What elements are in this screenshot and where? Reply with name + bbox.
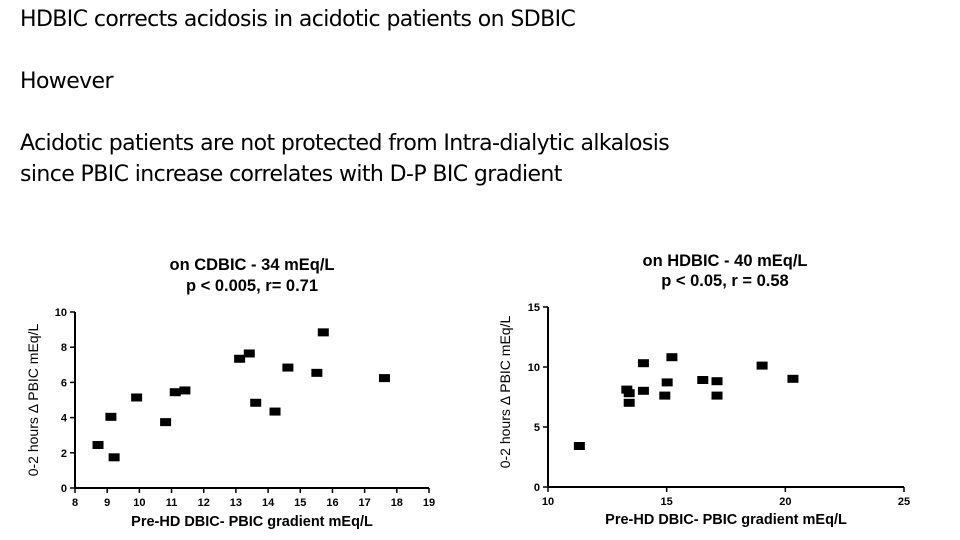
y-axis-label: 0-2 hours Δ PBIC mEq/L [497, 316, 513, 469]
x-tick-label: 20 [779, 496, 791, 508]
slide-line-1: HDBIC corrects acidosis in acidotic pati… [20, 7, 576, 32]
y-tick-label: 10 [528, 362, 540, 374]
data-point [711, 391, 723, 400]
y-tick-label: 2 [61, 448, 67, 460]
data-point [787, 374, 799, 383]
slide-line-4: since PBIC increase correlates with D-P … [20, 162, 562, 187]
data-point [269, 407, 281, 416]
y-tick-label: 0 [61, 483, 67, 495]
data-point [92, 441, 104, 449]
data-point [282, 363, 294, 372]
slide-line-2: However [20, 69, 114, 94]
y-tick-label: 15 [528, 302, 540, 314]
data-point [573, 442, 585, 450]
y-tick-label: 4 [61, 413, 68, 425]
data-point [697, 376, 709, 384]
data-point [105, 412, 117, 421]
x-tick-label: 10 [542, 496, 554, 508]
chart-subtitle: p < 0.05, r = 0.58 [661, 272, 789, 290]
data-point [637, 386, 649, 395]
data-point [666, 353, 678, 362]
x-axis-label: Pre-HD DBIC- PBIC gradient mEq/L [131, 514, 373, 530]
x-tick-label: 9 [104, 497, 110, 509]
x-tick-label: 15 [661, 496, 673, 508]
x-tick-label: 25 [898, 496, 910, 508]
x-tick-label: 17 [359, 497, 371, 509]
y-tick-label: 0 [534, 482, 540, 494]
chart-title: on HDBIC - 40 mEq/L [642, 252, 807, 270]
data-point [637, 359, 649, 368]
x-tick-label: 13 [230, 497, 242, 509]
x-tick-label: 12 [198, 497, 210, 509]
x-axis-label: Pre-HD DBIC- PBIC gradient mEq/L [605, 512, 847, 528]
data-point [108, 453, 120, 462]
data-point [250, 398, 262, 407]
data-point [378, 374, 390, 383]
y-tick-label: 8 [61, 342, 67, 354]
y-tick-label: 6 [61, 377, 67, 389]
x-tick-label: 11 [166, 497, 178, 509]
data-point [623, 389, 635, 398]
chart-title: on CDBIC - 34 mEq/L [169, 256, 334, 274]
x-tick-label: 19 [423, 497, 435, 509]
data-point [160, 418, 172, 427]
slide-text: HDBIC corrects acidosis in acidotic pati… [20, 4, 940, 190]
x-tick-label: 14 [262, 497, 275, 509]
data-point [756, 361, 768, 370]
y-tick-label: 5 [534, 422, 540, 434]
y-axis-label: 0-2 hours Δ PBIC mEq/L [25, 324, 41, 477]
chart-subtitle: p < 0.005, r= 0.71 [186, 277, 318, 295]
data-point [623, 398, 635, 407]
data-point [317, 328, 329, 337]
x-tick-label: 10 [133, 497, 145, 509]
data-point [179, 386, 191, 395]
data-point [234, 354, 246, 363]
y-tick-label: 10 [55, 307, 67, 319]
data-point [169, 388, 181, 397]
x-tick-label: 16 [326, 497, 338, 509]
x-tick-label: 18 [391, 497, 403, 509]
data-point [661, 378, 673, 387]
data-point [243, 349, 255, 358]
x-tick-label: 15 [294, 497, 306, 509]
data-point [711, 377, 723, 386]
data-point [659, 391, 671, 400]
x-tick-label: 8 [72, 497, 78, 509]
slide-line-3: Acidotic patients are not protected from… [20, 131, 670, 156]
data-point [131, 393, 143, 402]
data-point [311, 368, 323, 377]
